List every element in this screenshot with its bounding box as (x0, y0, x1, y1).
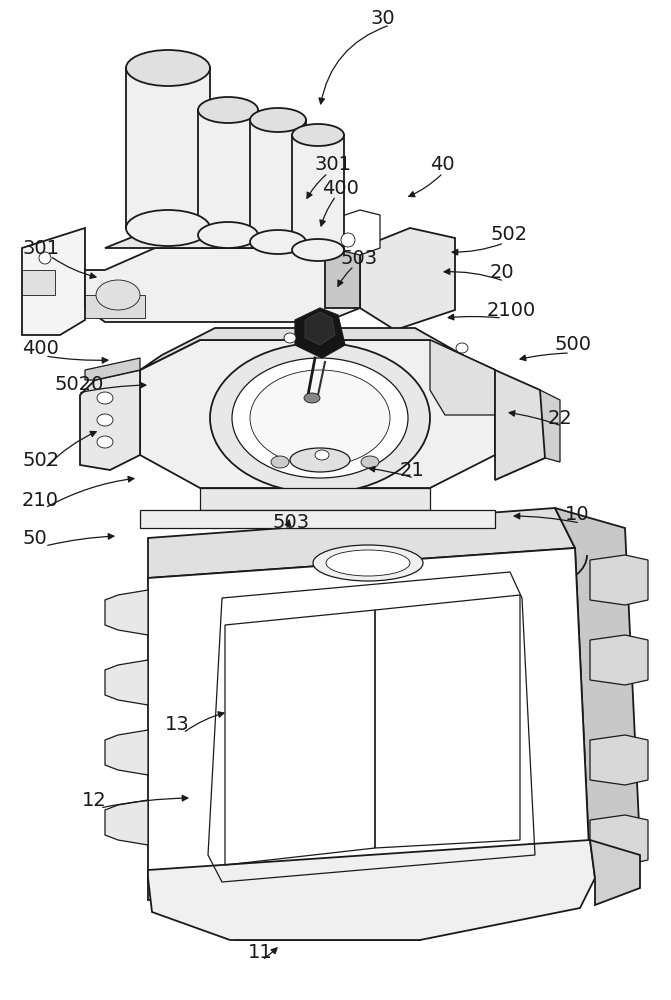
Polygon shape (360, 228, 455, 330)
Ellipse shape (271, 456, 289, 468)
Ellipse shape (97, 392, 113, 404)
Text: 400: 400 (22, 338, 59, 358)
Polygon shape (105, 660, 148, 705)
Polygon shape (148, 548, 590, 900)
Ellipse shape (250, 230, 306, 254)
Text: 40: 40 (430, 155, 455, 174)
Ellipse shape (313, 545, 423, 581)
Text: 502: 502 (22, 450, 59, 470)
Polygon shape (148, 508, 575, 578)
Ellipse shape (250, 370, 390, 466)
Text: 503: 503 (340, 248, 377, 267)
Ellipse shape (198, 97, 258, 123)
Text: 20: 20 (490, 263, 515, 282)
Ellipse shape (284, 333, 296, 343)
Text: 503: 503 (272, 512, 309, 532)
Text: 301: 301 (315, 155, 352, 174)
Text: 301: 301 (22, 238, 59, 257)
Polygon shape (430, 340, 495, 415)
Polygon shape (590, 635, 648, 685)
Polygon shape (105, 228, 360, 248)
Text: 13: 13 (165, 716, 190, 734)
Text: 30: 30 (370, 8, 395, 27)
Polygon shape (200, 488, 430, 510)
Polygon shape (140, 328, 495, 370)
Ellipse shape (326, 550, 410, 576)
Ellipse shape (96, 280, 140, 310)
Polygon shape (555, 508, 640, 870)
Polygon shape (22, 228, 85, 335)
Polygon shape (325, 228, 360, 308)
Polygon shape (105, 590, 148, 635)
Polygon shape (85, 295, 145, 318)
Polygon shape (148, 840, 595, 940)
Text: 502: 502 (490, 226, 527, 244)
Polygon shape (140, 340, 495, 488)
Polygon shape (140, 510, 495, 528)
Polygon shape (590, 815, 648, 865)
Ellipse shape (456, 343, 468, 353)
Text: 12: 12 (82, 790, 107, 810)
Polygon shape (292, 135, 344, 250)
Ellipse shape (304, 393, 320, 403)
Ellipse shape (315, 450, 329, 460)
Polygon shape (330, 210, 380, 255)
Polygon shape (85, 248, 360, 322)
Polygon shape (105, 800, 148, 845)
Ellipse shape (126, 50, 210, 86)
Text: 500: 500 (555, 336, 592, 355)
Ellipse shape (361, 456, 379, 468)
Polygon shape (85, 358, 140, 380)
Polygon shape (250, 120, 306, 242)
Ellipse shape (341, 233, 355, 247)
Text: 21: 21 (400, 460, 425, 480)
Text: 2100: 2100 (487, 300, 536, 320)
Text: 5020: 5020 (55, 375, 105, 394)
Polygon shape (22, 270, 55, 295)
Polygon shape (590, 735, 648, 785)
Text: 11: 11 (248, 942, 272, 962)
Ellipse shape (97, 436, 113, 448)
Ellipse shape (232, 358, 408, 478)
Ellipse shape (250, 108, 306, 132)
Polygon shape (295, 308, 345, 358)
Polygon shape (80, 370, 140, 470)
Ellipse shape (39, 252, 51, 264)
Ellipse shape (210, 343, 430, 493)
Polygon shape (495, 370, 545, 480)
Polygon shape (305, 312, 335, 345)
Ellipse shape (292, 124, 344, 146)
Polygon shape (590, 840, 640, 905)
Text: 210: 210 (22, 490, 59, 510)
Polygon shape (105, 730, 148, 775)
Polygon shape (198, 110, 258, 235)
Ellipse shape (290, 448, 350, 472)
Ellipse shape (126, 210, 210, 246)
Ellipse shape (198, 222, 258, 248)
Text: 22: 22 (548, 408, 573, 428)
Ellipse shape (97, 414, 113, 426)
Text: 10: 10 (565, 506, 590, 524)
Polygon shape (590, 555, 648, 605)
Ellipse shape (292, 239, 344, 261)
Polygon shape (495, 390, 560, 480)
Text: 50: 50 (22, 528, 47, 548)
Polygon shape (126, 68, 210, 228)
Text: 400: 400 (322, 178, 359, 198)
